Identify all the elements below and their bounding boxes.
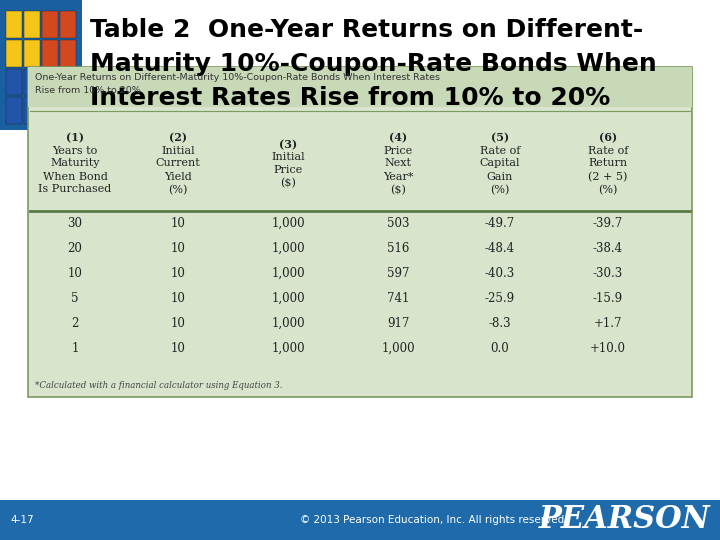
FancyBboxPatch shape [28, 67, 692, 107]
FancyBboxPatch shape [24, 69, 40, 95]
FancyBboxPatch shape [42, 11, 58, 38]
FancyBboxPatch shape [60, 97, 76, 124]
Text: (4): (4) [389, 132, 407, 144]
Text: 10: 10 [171, 292, 186, 305]
FancyBboxPatch shape [6, 97, 22, 124]
Text: Maturity: Maturity [50, 159, 100, 168]
Text: (2 + 5): (2 + 5) [588, 172, 628, 182]
Text: (%): (%) [598, 185, 618, 195]
Text: One-Year Returns on Different-Maturity 10%-Coupon-Rate Bonds When Interest Rates: One-Year Returns on Different-Maturity 1… [35, 73, 440, 82]
Text: Next: Next [384, 159, 412, 168]
Text: 10: 10 [171, 242, 186, 255]
Text: Rate of: Rate of [480, 145, 520, 156]
Text: 10: 10 [171, 267, 186, 280]
Text: Current: Current [156, 159, 200, 168]
Text: Maturity 10%-Coupon-Rate Bonds When: Maturity 10%-Coupon-Rate Bonds When [90, 52, 657, 76]
Text: Rise from 10% to 20%: Rise from 10% to 20% [35, 86, 140, 95]
FancyBboxPatch shape [6, 40, 22, 66]
FancyBboxPatch shape [60, 40, 76, 66]
Text: 597: 597 [387, 267, 409, 280]
Text: 1,000: 1,000 [271, 342, 305, 355]
Text: +1.7: +1.7 [594, 317, 622, 330]
Text: 30: 30 [68, 217, 83, 230]
FancyBboxPatch shape [0, 0, 82, 130]
Text: 20: 20 [68, 242, 82, 255]
FancyBboxPatch shape [6, 11, 22, 38]
Text: 1,000: 1,000 [271, 217, 305, 230]
Text: (%): (%) [490, 185, 510, 195]
Text: Years to: Years to [53, 145, 98, 156]
Text: 2: 2 [71, 317, 78, 330]
FancyBboxPatch shape [28, 67, 692, 397]
Text: 741: 741 [387, 292, 409, 305]
Text: When Bond: When Bond [42, 172, 107, 181]
Text: +10.0: +10.0 [590, 342, 626, 355]
Text: -25.9: -25.9 [485, 292, 515, 305]
FancyBboxPatch shape [24, 97, 40, 124]
Text: Interest Rates Rise from 10% to 20%: Interest Rates Rise from 10% to 20% [90, 86, 611, 110]
Text: 1,000: 1,000 [271, 317, 305, 330]
FancyBboxPatch shape [42, 69, 58, 95]
Text: 10: 10 [68, 267, 82, 280]
Text: -39.7: -39.7 [593, 217, 623, 230]
Text: -30.3: -30.3 [593, 267, 623, 280]
Text: -38.4: -38.4 [593, 242, 623, 255]
Text: 10: 10 [171, 217, 186, 230]
FancyBboxPatch shape [24, 40, 40, 66]
Text: Initial: Initial [161, 145, 195, 156]
Text: 1: 1 [71, 342, 78, 355]
Text: Rate of: Rate of [588, 145, 628, 156]
Text: Initial: Initial [271, 152, 305, 162]
Text: 4-17: 4-17 [10, 515, 34, 525]
Text: 10: 10 [171, 317, 186, 330]
FancyBboxPatch shape [42, 40, 58, 66]
Text: 5: 5 [71, 292, 78, 305]
Text: -48.4: -48.4 [485, 242, 515, 255]
Text: 516: 516 [387, 242, 409, 255]
Text: -15.9: -15.9 [593, 292, 623, 305]
Text: Is Purchased: Is Purchased [38, 185, 112, 194]
Text: (5): (5) [491, 132, 509, 144]
Text: 1,000: 1,000 [381, 342, 415, 355]
Text: (1): (1) [66, 132, 84, 144]
Text: -49.7: -49.7 [485, 217, 515, 230]
Text: (%): (%) [168, 185, 188, 195]
FancyBboxPatch shape [60, 11, 76, 38]
FancyBboxPatch shape [42, 97, 58, 124]
Text: *Calculated with a financial calculator using Equation 3.: *Calculated with a financial calculator … [35, 381, 282, 390]
Text: Capital: Capital [480, 159, 521, 168]
Text: Gain: Gain [487, 172, 513, 181]
Text: 0.0: 0.0 [490, 342, 509, 355]
FancyBboxPatch shape [0, 500, 720, 540]
Text: Price: Price [383, 145, 413, 156]
FancyBboxPatch shape [6, 69, 22, 95]
Text: PEARSON: PEARSON [539, 504, 710, 536]
FancyBboxPatch shape [60, 69, 76, 95]
Text: 503: 503 [387, 217, 409, 230]
Text: Yield: Yield [164, 172, 192, 181]
Text: 1,000: 1,000 [271, 267, 305, 280]
Text: © 2013 Pearson Education, Inc. All rights reserved.: © 2013 Pearson Education, Inc. All right… [300, 515, 567, 525]
Text: 917: 917 [387, 317, 409, 330]
Text: Year*: Year* [383, 172, 413, 181]
Text: Table 2  One-Year Returns on Different-: Table 2 One-Year Returns on Different- [90, 18, 643, 42]
Text: Return: Return [588, 159, 628, 168]
FancyBboxPatch shape [24, 11, 40, 38]
Text: ($): ($) [390, 185, 406, 195]
Text: 1,000: 1,000 [271, 242, 305, 255]
Text: (3): (3) [279, 139, 297, 150]
Text: -8.3: -8.3 [489, 317, 511, 330]
Text: (2): (2) [169, 132, 187, 144]
Text: -40.3: -40.3 [485, 267, 515, 280]
Text: Price: Price [274, 165, 302, 175]
Text: 10: 10 [171, 342, 186, 355]
Text: 1,000: 1,000 [271, 292, 305, 305]
Text: ($): ($) [280, 178, 296, 188]
Text: (6): (6) [599, 132, 617, 144]
